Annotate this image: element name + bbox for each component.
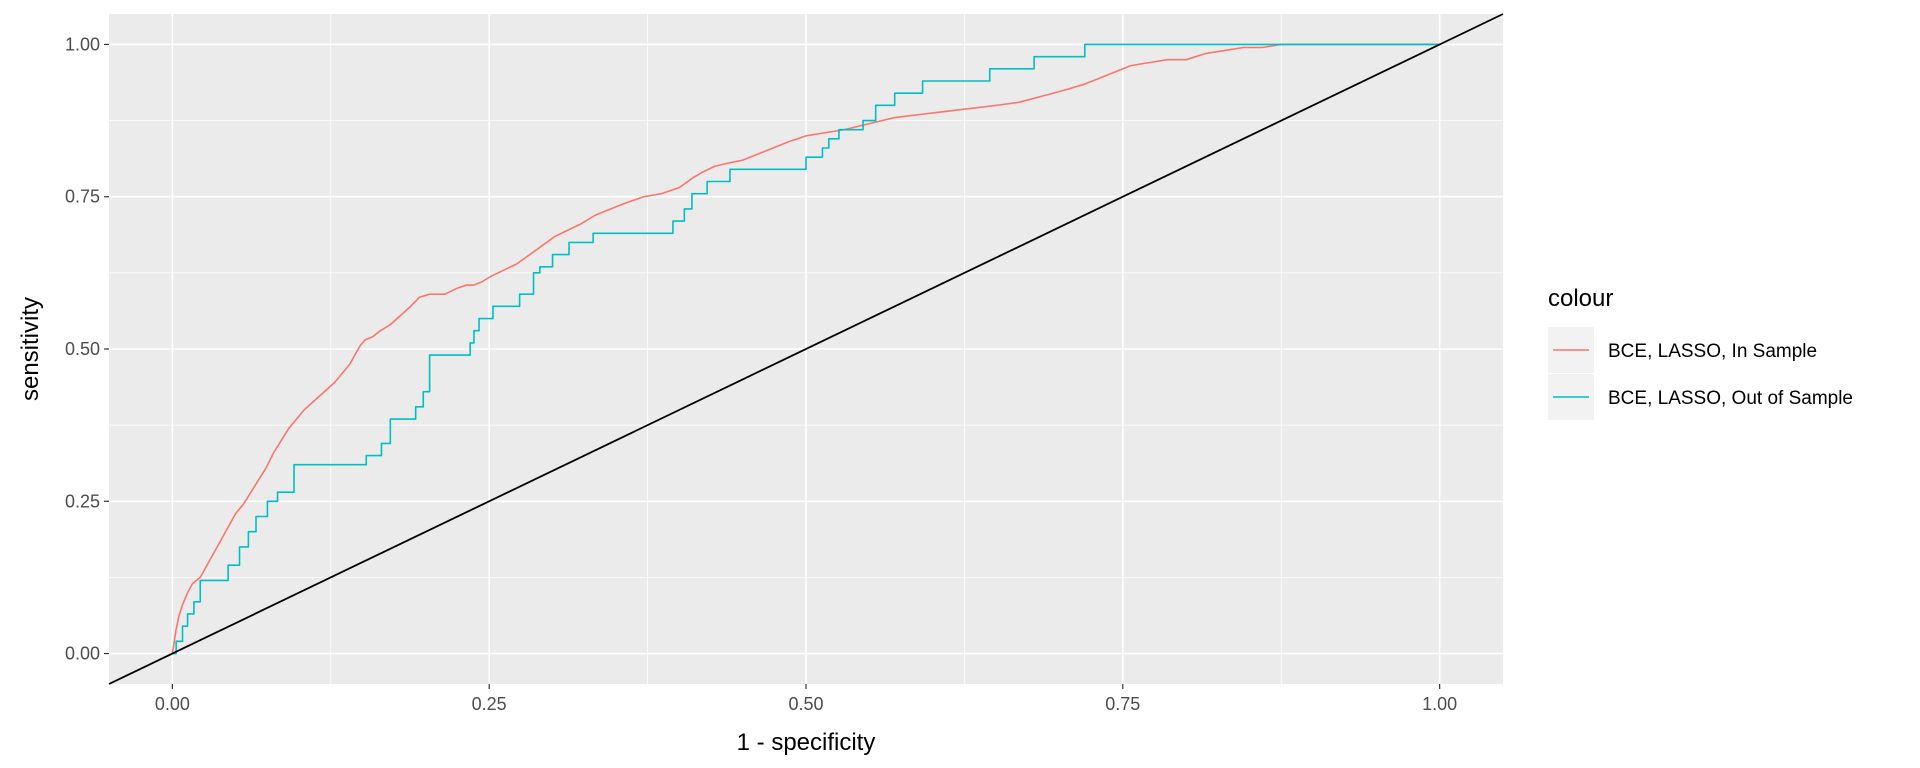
x-tick-label: 0.25 [472, 694, 507, 714]
y-tick-label: 1.00 [65, 34, 100, 54]
y-axis-title: sensitivity [17, 297, 44, 401]
x-tick-label: 0.50 [788, 694, 823, 714]
x-tick-label: 0.75 [1105, 694, 1140, 714]
y-tick-label: 0.75 [65, 187, 100, 207]
y-tick-label: 0.25 [65, 491, 100, 511]
y-tick-label: 0.50 [65, 339, 100, 359]
x-axis-title: 1 - specificity [737, 729, 876, 756]
series-layer [108, 13, 1504, 685]
x-axis-ticks: 0.00 0.25 0.50 0.75 1.00 [155, 684, 1457, 714]
legend-label-in-sample: BCE, LASSO, In Sample [1608, 341, 1817, 362]
series-line-out-of-sample [172, 43, 1440, 655]
y-tick-label: 0.00 [65, 644, 100, 664]
y-axis-ticks: 0.00 0.25 0.50 0.75 1.00 [65, 34, 109, 664]
legend-title: colour [1548, 285, 1613, 312]
legend-label-out-of-sample: BCE, LASSO, Out of Sample [1608, 388, 1853, 409]
series-line-in-sample [171, 43, 1440, 654]
legend: colour BCE, LASSO, In Sample BCE, LASSO,… [1548, 285, 1853, 420]
x-tick-label: 1.00 [1422, 694, 1457, 714]
diagonal-reference-line [108, 13, 1504, 685]
x-tick-label: 0.00 [155, 694, 190, 714]
